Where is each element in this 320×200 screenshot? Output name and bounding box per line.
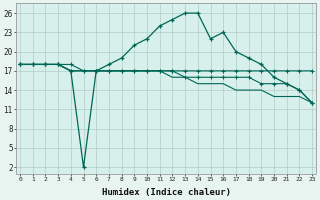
X-axis label: Humidex (Indice chaleur): Humidex (Indice chaleur) — [101, 188, 231, 197]
